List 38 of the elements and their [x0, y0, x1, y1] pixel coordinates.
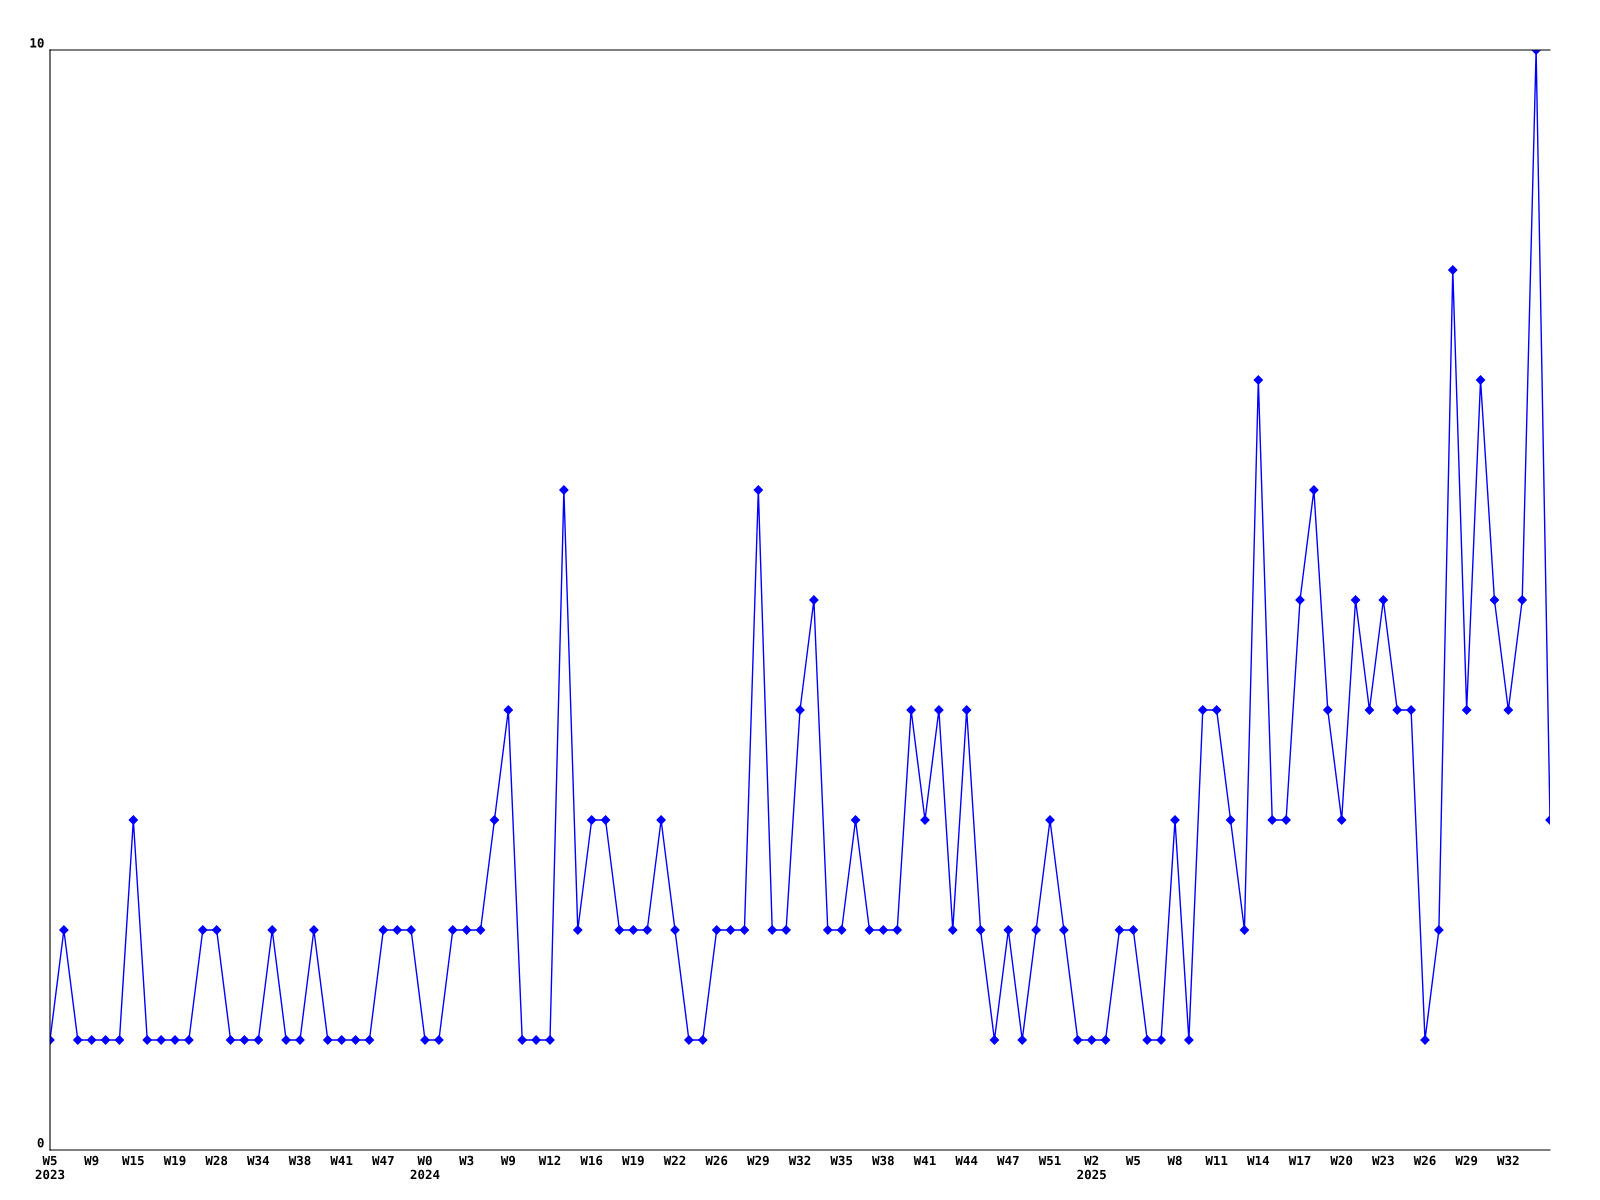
x-tick-label: W44: [955, 1155, 978, 1166]
x-tick-label: W19: [163, 1155, 186, 1166]
x-tick-label: W26: [1413, 1155, 1436, 1166]
x-tick-label: W5 2023: [35, 1155, 65, 1180]
x-tick-label: W5: [1125, 1155, 1141, 1166]
x-tick-label: W34: [247, 1155, 270, 1166]
x-tick-label: W14: [1247, 1155, 1270, 1166]
x-tick-label: W20: [1330, 1155, 1353, 1166]
x-tick-label: W41: [330, 1155, 353, 1166]
x-tick-label: W26: [705, 1155, 728, 1166]
x-tick-label: W3: [459, 1155, 474, 1166]
x-tick-label: W8: [1167, 1155, 1182, 1166]
x-tick-label: W29: [1455, 1155, 1478, 1166]
x-tick-label: W47: [372, 1155, 394, 1166]
x-tick-label: W2 2025: [1077, 1155, 1106, 1180]
x-tick-label: W9: [500, 1155, 516, 1166]
x-tick-label: W22: [663, 1155, 686, 1166]
x-tick-label: W32: [1497, 1155, 1519, 1166]
x-tick-label: W41: [913, 1155, 936, 1166]
x-tick-label: W9: [84, 1155, 99, 1166]
x-tick-label: W19: [622, 1155, 644, 1166]
y-tick-label: 0: [37, 1138, 44, 1148]
x-tick-label: W16: [580, 1155, 603, 1166]
x-tick-label: W17: [1288, 1155, 1311, 1166]
x-tick-label: W47: [997, 1155, 1019, 1166]
x-tick-label: W23: [1372, 1155, 1394, 1166]
x-tick-label: W38: [872, 1155, 894, 1166]
x-tick-label: W28: [205, 1155, 228, 1166]
x-tick-label: W29: [747, 1155, 769, 1166]
x-tick-label: W11: [1205, 1155, 1228, 1166]
x-tick-label: W15: [122, 1155, 144, 1166]
x-tick-label: W38: [288, 1155, 311, 1166]
x-tick-label: W35: [830, 1155, 853, 1166]
x-tick-label: W32: [788, 1155, 811, 1166]
x-tick-label: W12: [538, 1155, 561, 1166]
x-tick-label: W0 2024: [410, 1155, 440, 1180]
y-tick-label: 10: [30, 38, 44, 48]
x-tick-label: W51: [1038, 1155, 1061, 1166]
